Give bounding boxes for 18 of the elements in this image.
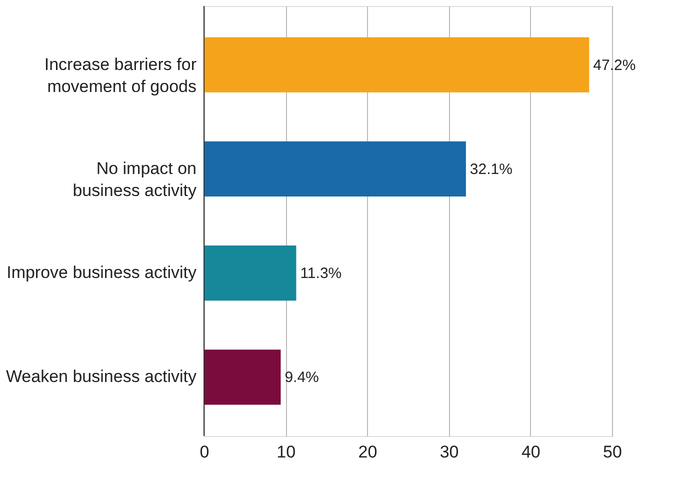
y-tick-label: Improve business activity: [6, 263, 197, 282]
x-tick-label: 20: [358, 442, 378, 462]
y-tick-label: Increase barriers for movement of goods: [44, 54, 197, 96]
x-tick-label: 10: [276, 442, 296, 462]
y-tick-label: Weaken business activity: [6, 367, 197, 386]
x-tick-label: 0: [200, 442, 210, 462]
data-label: 32.1%: [470, 160, 512, 178]
x-tick-label: 40: [521, 442, 540, 462]
y-tick-label: No impact on business activity: [72, 158, 197, 200]
bar: [204, 350, 281, 405]
bar: [204, 245, 296, 301]
data-label: 11.3%: [300, 265, 342, 282]
data-label: 9.4%: [284, 369, 319, 386]
data-label: 47.2%: [593, 56, 636, 74]
x-tick-label: 30: [440, 442, 459, 462]
x-tick-label: 50: [603, 442, 622, 462]
bar: [204, 37, 590, 92]
bar: [204, 141, 466, 197]
